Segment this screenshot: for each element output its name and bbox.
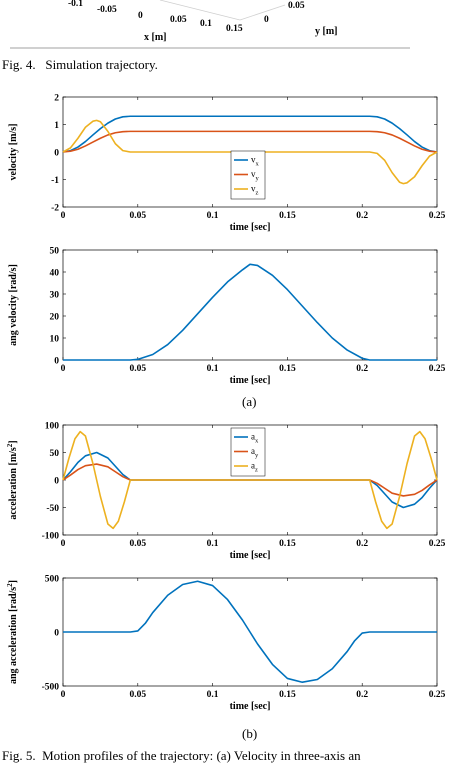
series-line-vx xyxy=(62,115,438,153)
y-tick-label: 50 xyxy=(50,449,60,459)
legend-label-ax: ax xyxy=(251,432,259,445)
y-tick-label: 1 xyxy=(54,121,59,131)
x-tick-label: 0.25 xyxy=(429,211,446,221)
subfigure-label-a: (a) xyxy=(242,394,256,409)
y-axis-label-superscript: 2 xyxy=(6,443,14,447)
y-axis-label: velocity [m/s] xyxy=(8,124,19,181)
fig4-axis-edge-2 xyxy=(239,4,286,21)
subfigure-label-b: (b) xyxy=(242,726,257,741)
x-tick-label: 0.05 xyxy=(129,211,146,221)
x-tick-label: 0.1 xyxy=(207,211,219,221)
fig4-fragment: -0.1 -0.05 0 0.05 0.1 0.15 0 0.05 x [m] … xyxy=(10,0,410,49)
y-tick-label: -1 xyxy=(51,176,59,186)
y-tick-label: 50 xyxy=(50,247,60,257)
y-axis-label-end: ] xyxy=(8,580,19,583)
fig4-xlabel: x [m] xyxy=(144,32,167,43)
fig4-tick-x: 0.15 xyxy=(226,24,243,34)
y-tick-label: 2 xyxy=(54,94,59,104)
y-axis-label-superscript: 2 xyxy=(6,583,14,587)
y-axis-label: ang acceleration [rad/s2] xyxy=(6,580,19,684)
y-axis-label: ang velocity [rad/s] xyxy=(8,264,19,346)
x-tick-label: 0.1 xyxy=(207,364,219,374)
x-axis-label: time [sec] xyxy=(230,550,271,561)
y-tick-label: -100 xyxy=(42,532,60,542)
fig4-tick-x: 0.05 xyxy=(170,15,187,25)
y-tick-label: 0 xyxy=(54,477,59,487)
ang-velocity-chart: 0 0.05 0.1 0.15 0.2 0.25 50 40 30 20 10 0 time [sec]… xyxy=(8,247,446,387)
x-tick-label: 0.2 xyxy=(356,539,368,549)
x-tick-label: 0.2 xyxy=(356,690,368,700)
legend-label-vz: vz xyxy=(251,184,259,197)
fig4-tick-x: -0.1 xyxy=(68,0,83,9)
y-axis-label: acceleration [m/s2] xyxy=(6,440,19,519)
x-tick-label: 0.05 xyxy=(129,364,146,374)
fig4-ylabel: y [m] xyxy=(315,26,338,37)
y-tick-label: 10 xyxy=(50,335,60,345)
legend-label-vx: vx xyxy=(251,155,260,168)
x-tick-label: 0.05 xyxy=(129,690,146,700)
fig4-tick-y: 0.05 xyxy=(288,1,305,11)
series-line-curve-0 xyxy=(63,580,437,684)
y-tick-label: 0 xyxy=(54,629,59,639)
x-tick-label: 0.2 xyxy=(356,364,368,374)
x-tick-label: 0 xyxy=(61,211,66,221)
y-tick-label: 0 xyxy=(54,149,59,159)
y-tick-label: -50 xyxy=(46,504,59,514)
x-axis-label: time [sec] xyxy=(230,375,271,386)
y-axis-label-end: ] xyxy=(8,440,19,443)
y-axis-label-text: acceleration [m/s xyxy=(8,447,19,520)
x-tick-label: 0 xyxy=(61,539,66,549)
series-line-curve-0 xyxy=(63,263,437,361)
y-tick-label: 100 xyxy=(45,422,60,432)
legend-label-az: az xyxy=(251,461,258,474)
x-tick-label: 0.25 xyxy=(429,364,446,374)
y-tick-label: 500 xyxy=(45,575,60,585)
plot-frame xyxy=(62,249,438,361)
acceleration-chart: 0 0.05 0.1 0.15 0.2 0.25 100 50 0 -50 -100 time [se… xyxy=(6,422,446,562)
x-tick-label: 0.1 xyxy=(207,539,219,549)
x-tick-label: 0.1 xyxy=(207,690,219,700)
x-tick-label: 0.15 xyxy=(279,364,296,374)
x-tick-label: 0.15 xyxy=(279,690,296,700)
series-line-az xyxy=(62,430,438,530)
y-tick-label: -500 xyxy=(42,683,60,693)
x-axis-label: time [sec] xyxy=(230,701,271,712)
x-axis-label: time [sec] xyxy=(230,222,271,233)
velocity-chart: 0 0.05 0.1 0.15 0.2 0.25 2 1 0 -1 -2 time [sec] velo… xyxy=(8,94,446,234)
x-tick-label: 0.15 xyxy=(279,539,296,549)
y-tick-label: 20 xyxy=(50,313,60,323)
fig4-tick-x: 0 xyxy=(138,11,143,21)
x-tick-label: 0.15 xyxy=(279,211,296,221)
x-tick-label: 0.2 xyxy=(356,211,368,221)
x-tick-label: 0 xyxy=(61,690,66,700)
y-tick-label: 30 xyxy=(50,291,60,301)
y-tick-label: 0 xyxy=(54,357,59,367)
fig4-axis-edge xyxy=(159,0,241,21)
fig4-caption: Fig. 4. Simulation trajectory. xyxy=(2,57,158,72)
x-tick-label: 0 xyxy=(61,364,66,374)
fig5-caption: Fig. 5. Motion profiles of the trajector… xyxy=(2,748,361,763)
x-tick-label: 0.05 xyxy=(129,539,146,549)
x-tick-label: 0.25 xyxy=(429,539,446,549)
y-axis-label-text: ang acceleration [rad/s xyxy=(8,587,19,684)
series-line-vy xyxy=(62,130,438,153)
y-tick-label: 40 xyxy=(50,269,60,279)
x-tick-label: 0.25 xyxy=(429,690,446,700)
legend-label-vy: vy xyxy=(251,169,260,182)
y-tick-label: -2 xyxy=(51,204,59,214)
legend-label-ay: ay xyxy=(251,446,259,459)
fig4-tick-x: -0.05 xyxy=(97,5,117,15)
fig4-tick-x: 0.1 xyxy=(200,19,212,29)
fig4-tick-y: 0 xyxy=(264,15,269,25)
